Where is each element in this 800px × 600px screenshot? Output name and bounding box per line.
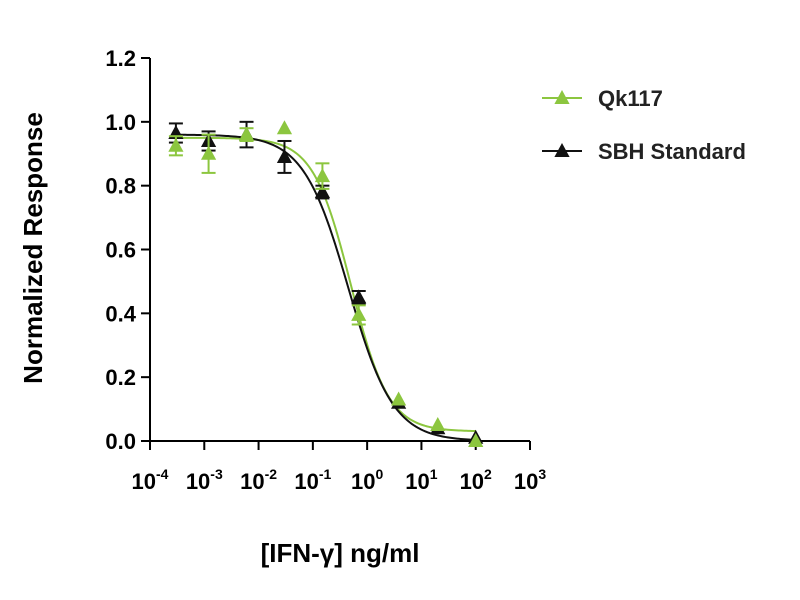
legend-marker: [554, 90, 570, 104]
y-tick-label: 0.0: [105, 429, 136, 454]
legend-marker: [554, 143, 570, 157]
legend-label: SBH Standard: [598, 139, 746, 164]
x-tick-exponent: 0: [375, 466, 383, 482]
data-point: [200, 145, 217, 160]
x-tick-base: 10: [405, 469, 429, 494]
x-tick-base: 10: [132, 469, 156, 494]
x-tick-base: 10: [351, 469, 375, 494]
x-tick-exponent: 2: [484, 466, 492, 482]
data-point: [351, 306, 367, 321]
legend-label: Qk117: [598, 86, 663, 111]
x-tick-base: 10: [294, 469, 318, 494]
data-point: [238, 126, 255, 141]
x-tick-label: 102: [460, 466, 492, 494]
data-point: [276, 120, 293, 135]
x-tick-label: 10-3: [186, 466, 223, 494]
x-ticks: 10-4 10-3 10-2 10-1 100 101 102 103: [132, 441, 546, 494]
data-point: [314, 184, 331, 199]
fit-curve-series-1: [175, 133, 476, 441]
data-point: [276, 148, 293, 163]
x-tick-base: 10: [186, 469, 210, 494]
y-tick-label: 0.4: [105, 301, 136, 326]
x-tick-label: 10-2: [240, 466, 277, 494]
y-ticks: 0.0 0.2 0.4 0.6 0.8 1.0 1.2: [105, 46, 150, 454]
y-axis-title: Normalized Response: [18, 112, 48, 384]
data-point: [168, 137, 184, 152]
axes: [149, 58, 530, 442]
x-tick-base: 10: [460, 469, 484, 494]
y-tick-label: 1.0: [105, 110, 136, 135]
data-point: [430, 417, 446, 432]
data-point: [391, 391, 407, 406]
x-tick-exponent: 1: [430, 466, 438, 482]
data-point: [314, 168, 331, 183]
x-tick-label: 10-1: [294, 466, 331, 494]
x-tick-base: 10: [514, 469, 538, 494]
x-tick-label: 10-4: [132, 466, 169, 494]
fit-curves: [175, 133, 476, 441]
legend: Qk117 SBH Standard: [542, 86, 746, 164]
x-tick-exponent: 3: [538, 466, 546, 482]
x-tick-label: 103: [514, 466, 546, 494]
x-tick-exponent: -1: [319, 466, 332, 482]
x-axis-title: [IFN-γ] ng/ml: [261, 538, 420, 568]
y-tick-label: 0.8: [105, 174, 136, 199]
y-tick-label: 0.6: [105, 238, 136, 263]
x-tick-base: 10: [240, 469, 264, 494]
fit-curve-series-0: [175, 136, 476, 433]
y-tick-label: 1.2: [105, 46, 136, 71]
data-point: [351, 289, 367, 304]
x-tick-label: 100: [351, 466, 383, 494]
data-points: [168, 120, 484, 447]
x-tick-label: 101: [405, 466, 437, 494]
x-tick-exponent: -2: [265, 466, 278, 482]
x-tick-exponent: -3: [210, 466, 223, 482]
data-point: [468, 433, 484, 447]
x-tick-exponent: -4: [156, 466, 169, 482]
y-tick-label: 0.2: [105, 365, 136, 390]
